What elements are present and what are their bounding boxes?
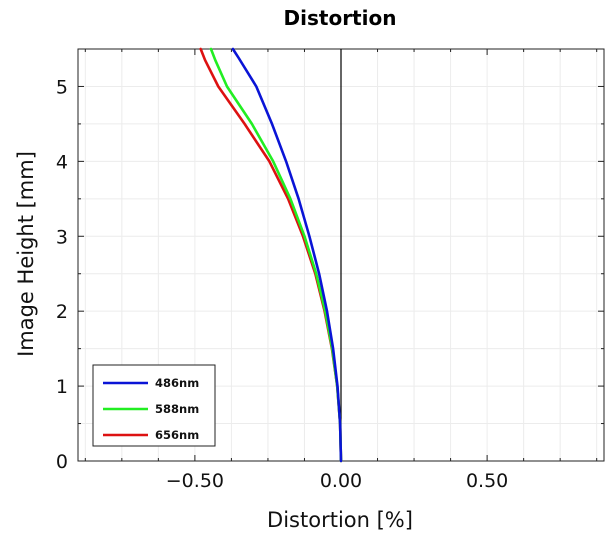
x-tick-label: 0.00 — [320, 470, 362, 492]
y-tick-label: 1 — [56, 376, 68, 398]
legend: 486nm 588nm 656nm — [92, 364, 216, 447]
axis-ticks: −0.50 0.00 0.50 0 1 2 3 4 5 — [56, 49, 604, 492]
series-line-486nm — [231, 47, 343, 463]
y-tick-label: 2 — [56, 301, 68, 323]
series-line-588nm — [209, 47, 343, 463]
chart-title: Distortion — [284, 6, 397, 30]
y-axis-label: Image Height [mm] — [14, 151, 38, 357]
legend-box — [92, 364, 216, 447]
y-tick-label: 0 — [56, 451, 68, 473]
legend-label-588nm: 588nm — [155, 402, 199, 416]
y-tick-label: 3 — [56, 226, 68, 248]
x-tick-label: −0.50 — [166, 470, 224, 492]
series-lines — [199, 47, 343, 463]
legend-label-656nm: 656nm — [155, 428, 199, 442]
x-tick-label: 0.50 — [466, 470, 508, 492]
y-tick-label: 5 — [56, 76, 68, 98]
legend-label-486nm: 486nm — [155, 376, 199, 390]
x-axis-label: Distortion [%] — [267, 508, 413, 532]
y-tick-label: 4 — [56, 151, 68, 173]
series-line-656nm — [199, 47, 343, 463]
